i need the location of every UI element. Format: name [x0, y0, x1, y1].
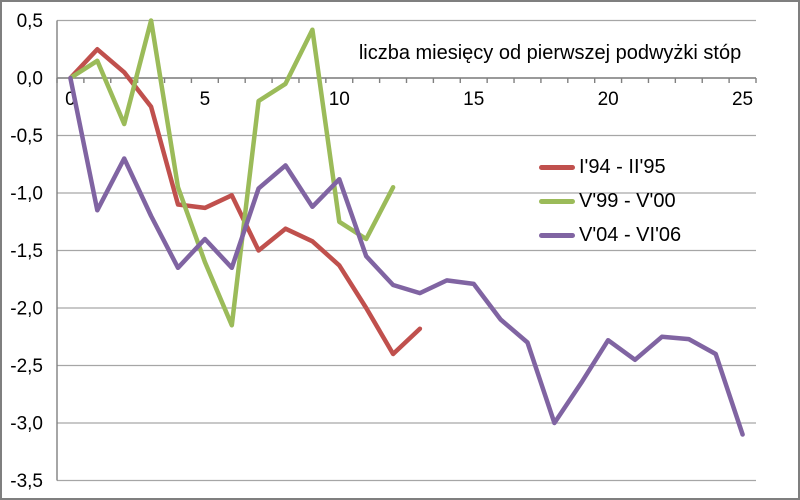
- legend: I'94 - II'95 V'99 - V'00 V'04 - VI'06: [539, 156, 681, 246]
- y-tick-label: -3,0: [10, 414, 43, 435]
- x-axis-ticks: [56, 78, 757, 83]
- legend-swatch-green-line: [539, 198, 575, 204]
- y-tick-label: -1,0: [10, 184, 43, 205]
- legend-label: V'99 - V'00: [579, 189, 676, 212]
- legend-label: V'04 - VI'06: [579, 223, 682, 246]
- legend-swatch-red-line: [539, 164, 575, 170]
- y-tick-label: -3,5: [10, 471, 43, 492]
- series-line-2: [68, 75, 745, 437]
- legend-item-series-2: V'99 - V'00: [539, 190, 681, 212]
- chart-title: liczba miesięcy od pierwszej podwyżki st…: [359, 42, 741, 64]
- x-tick-label: 10: [329, 89, 350, 110]
- legend-item-series-3: V'04 - VI'06: [539, 224, 681, 246]
- x-tick-label: 20: [598, 89, 619, 110]
- x-axis-labels: 0 5 10 15 20 25: [65, 89, 753, 110]
- series-lines: [68, 18, 745, 437]
- x-tick-label: 25: [732, 89, 753, 110]
- legend-label: I'94 - II'95: [579, 155, 666, 178]
- y-tick-label: 0,0: [17, 69, 43, 90]
- y-tick-label: 0,5: [17, 11, 43, 32]
- y-axis-labels: 0,5 0,0 -0,5 -1,0 -1,5 -2,0 -2,5 -3,0 -3,5: [10, 11, 43, 492]
- y-tick-label: -1,5: [10, 241, 43, 262]
- y-tick-label: -2,0: [10, 299, 43, 320]
- x-tick-label: 5: [200, 89, 211, 110]
- series-line-1: [68, 18, 396, 328]
- x-tick-label: 0: [65, 89, 76, 110]
- y-tick-label: -2,5: [10, 356, 43, 377]
- legend-swatch-purple-line: [539, 232, 575, 238]
- x-tick-label: 15: [463, 89, 484, 110]
- y-tick-label: -0,5: [10, 126, 43, 147]
- legend-item-series-1: I'94 - II'95: [539, 156, 681, 178]
